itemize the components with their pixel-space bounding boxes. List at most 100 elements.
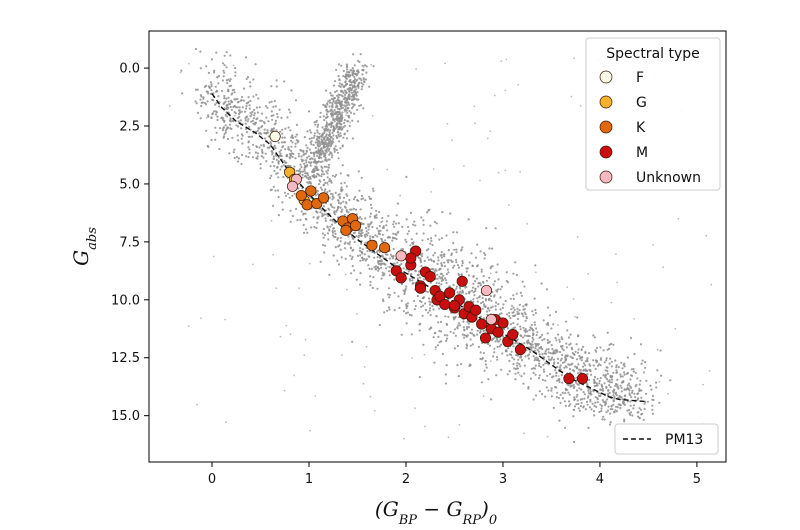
cloud-point xyxy=(504,299,507,303)
cloud-point xyxy=(313,176,316,179)
cloud-point xyxy=(572,386,576,390)
cloud-point xyxy=(393,291,396,294)
cloud-point xyxy=(497,288,500,291)
cloud-point xyxy=(332,141,335,144)
cloud-point xyxy=(522,308,525,311)
cloud-point xyxy=(481,358,484,361)
cloud-point xyxy=(468,364,471,368)
cloud-point xyxy=(520,375,523,378)
cloud-point xyxy=(610,365,613,368)
cloud-point xyxy=(336,98,339,101)
cloud-point xyxy=(551,356,554,359)
cloud-point xyxy=(245,155,248,158)
cloud-point xyxy=(236,134,239,137)
cloud-point xyxy=(342,91,345,95)
cloud-point xyxy=(461,260,464,263)
outlier-point xyxy=(489,130,492,133)
cloud-point xyxy=(544,350,547,353)
cloud-point xyxy=(205,90,208,93)
cloud-point xyxy=(453,347,456,350)
cloud-point xyxy=(449,330,452,333)
y-tick-label: 7.5 xyxy=(119,235,140,250)
cloud-point xyxy=(328,196,331,199)
cloud-point xyxy=(332,117,335,120)
cloud-point xyxy=(269,142,273,145)
cloud-point xyxy=(611,408,614,411)
cloud-point xyxy=(422,304,425,307)
cloud-point xyxy=(236,106,239,109)
outlier-point xyxy=(616,281,619,284)
cloud-point xyxy=(609,412,612,415)
cloud-point xyxy=(331,193,334,196)
cloud-point xyxy=(444,277,447,280)
cloud-point xyxy=(233,91,236,94)
outlier-point xyxy=(629,387,631,390)
cloud-point xyxy=(323,131,326,135)
cloud-point xyxy=(360,88,363,91)
outlier-point xyxy=(482,395,485,397)
cloud-point xyxy=(330,143,333,146)
cloud-point xyxy=(240,95,244,99)
point-m xyxy=(576,373,589,385)
cloud-point xyxy=(332,137,335,141)
cloud-point xyxy=(582,391,585,394)
cloud-point xyxy=(240,127,243,130)
cloud-point xyxy=(479,351,482,354)
cloud-point xyxy=(555,350,558,353)
cloud-point xyxy=(332,227,335,230)
cloud-point xyxy=(348,241,351,244)
cloud-point xyxy=(564,426,567,429)
cloud-point xyxy=(324,181,327,185)
cloud-point xyxy=(519,365,522,368)
cloud-point xyxy=(310,226,313,229)
outlier-point xyxy=(519,170,521,173)
cloud-point xyxy=(517,342,520,345)
cloud-point xyxy=(523,334,527,337)
cloud-point xyxy=(601,389,605,392)
cloud-point xyxy=(278,154,281,157)
cloud-point xyxy=(619,375,623,378)
cloud-point xyxy=(612,403,615,406)
cloud-point xyxy=(370,206,373,210)
cloud-point xyxy=(615,366,618,369)
cloud-point xyxy=(602,415,605,418)
cloud-point xyxy=(413,308,416,311)
cloud-point xyxy=(404,238,407,241)
cloud-point xyxy=(535,327,538,330)
cloud-point xyxy=(605,386,608,389)
cloud-point xyxy=(429,224,432,227)
cloud-point xyxy=(273,165,276,168)
cloud-point xyxy=(400,333,403,336)
cloud-point xyxy=(458,290,462,293)
cloud-point xyxy=(532,346,535,349)
cloud-point xyxy=(340,190,343,193)
cloud-point xyxy=(328,273,331,276)
cloud-point xyxy=(522,326,525,329)
cloud-point xyxy=(377,266,380,269)
cloud-point xyxy=(236,117,240,120)
cloud-point xyxy=(561,337,564,341)
cloud-point xyxy=(249,85,252,88)
cloud-point xyxy=(521,313,524,316)
cloud-point xyxy=(341,208,344,211)
cloud-point xyxy=(352,96,356,99)
cloud-point xyxy=(601,399,604,402)
cloud-point xyxy=(332,128,335,132)
cloud-point xyxy=(360,242,363,245)
cloud-point xyxy=(580,348,583,351)
cloud-point xyxy=(593,336,597,339)
outlier-point xyxy=(633,318,636,320)
cloud-point xyxy=(210,89,213,92)
cloud-point xyxy=(517,317,520,320)
cloud-point xyxy=(540,282,543,285)
cloud-point xyxy=(319,135,322,138)
outlier-point xyxy=(323,252,326,255)
cloud-point xyxy=(260,132,263,135)
cloud-point xyxy=(321,232,324,235)
outlier-point xyxy=(557,375,560,377)
cloud-point xyxy=(215,51,218,54)
cloud-point xyxy=(385,224,388,227)
cloud-point xyxy=(332,118,335,121)
cloud-point xyxy=(271,118,274,121)
cloud-point xyxy=(418,323,421,326)
